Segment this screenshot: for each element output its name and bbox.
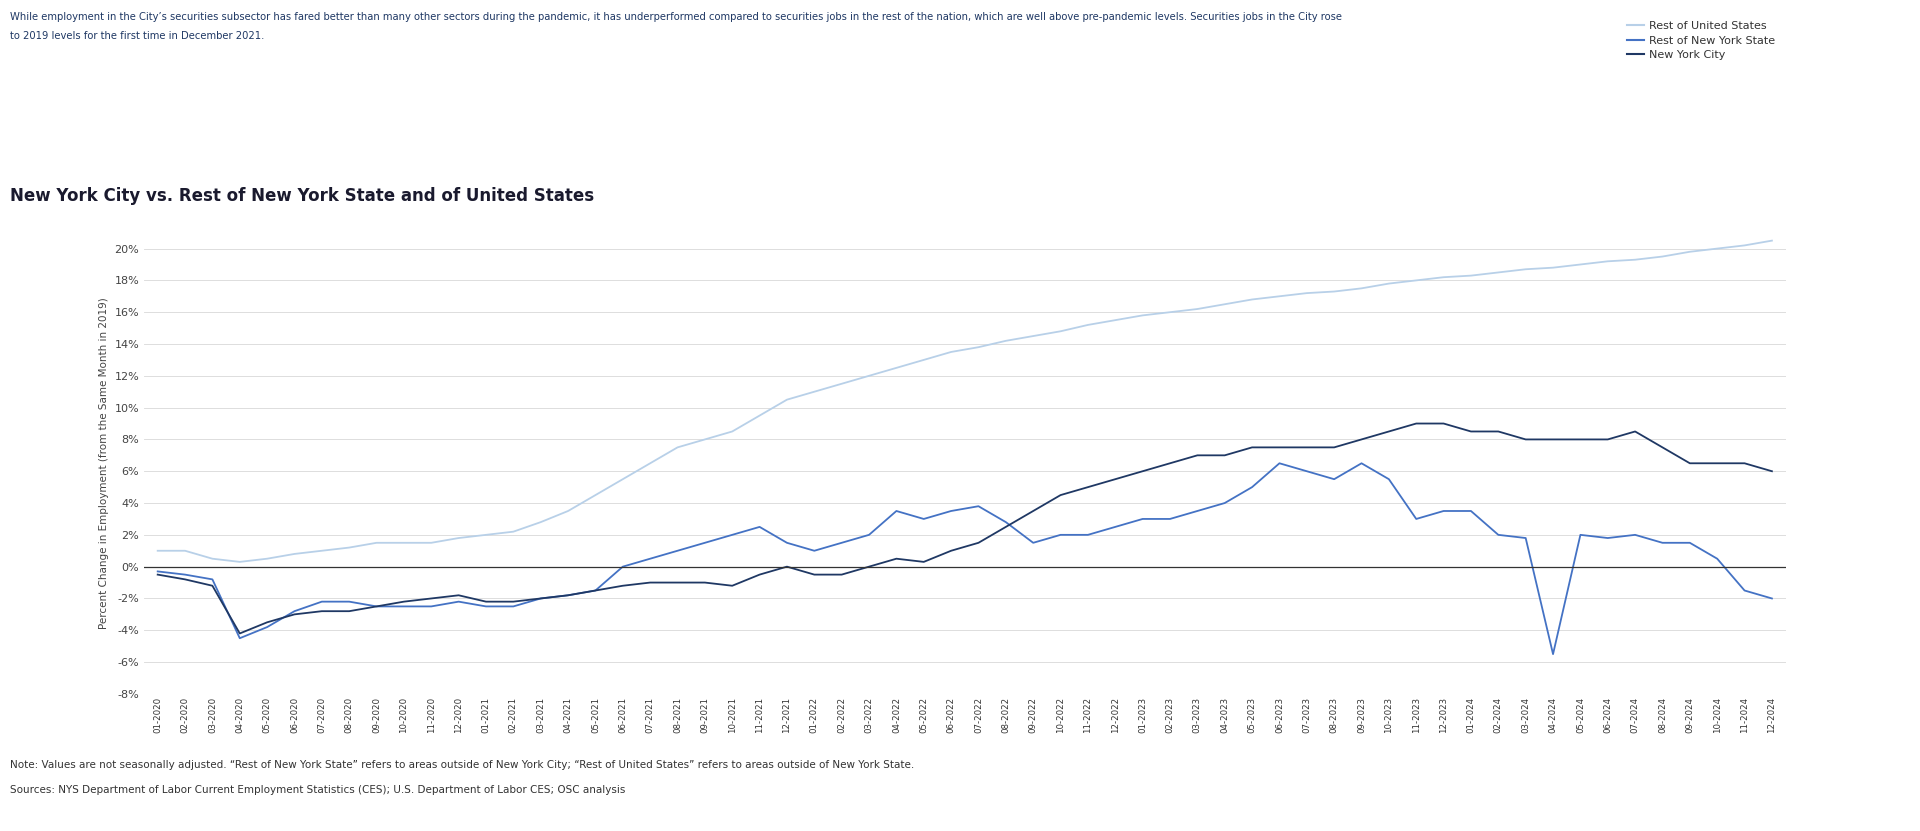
Text: While employment in the City’s securities subsector has fared better than many o: While employment in the City’s securitie… <box>10 12 1342 22</box>
Y-axis label: Percent Change in Employment (from the Same Month in 2019): Percent Change in Employment (from the S… <box>98 297 109 629</box>
Legend: Rest of United States, Rest of New York State, New York City: Rest of United States, Rest of New York … <box>1622 17 1780 65</box>
Text: Note: Values are not seasonally adjusted. “Rest of New York State” refers to are: Note: Values are not seasonally adjusted… <box>10 760 914 770</box>
Text: New York City vs. Rest of New York State and of United States: New York City vs. Rest of New York State… <box>10 187 593 205</box>
Text: to 2019 levels for the first time in December 2021.: to 2019 levels for the first time in Dec… <box>10 31 263 41</box>
Text: Sources: NYS Department of Labor Current Employment Statistics (CES); U.S. Depar: Sources: NYS Department of Labor Current… <box>10 785 626 795</box>
